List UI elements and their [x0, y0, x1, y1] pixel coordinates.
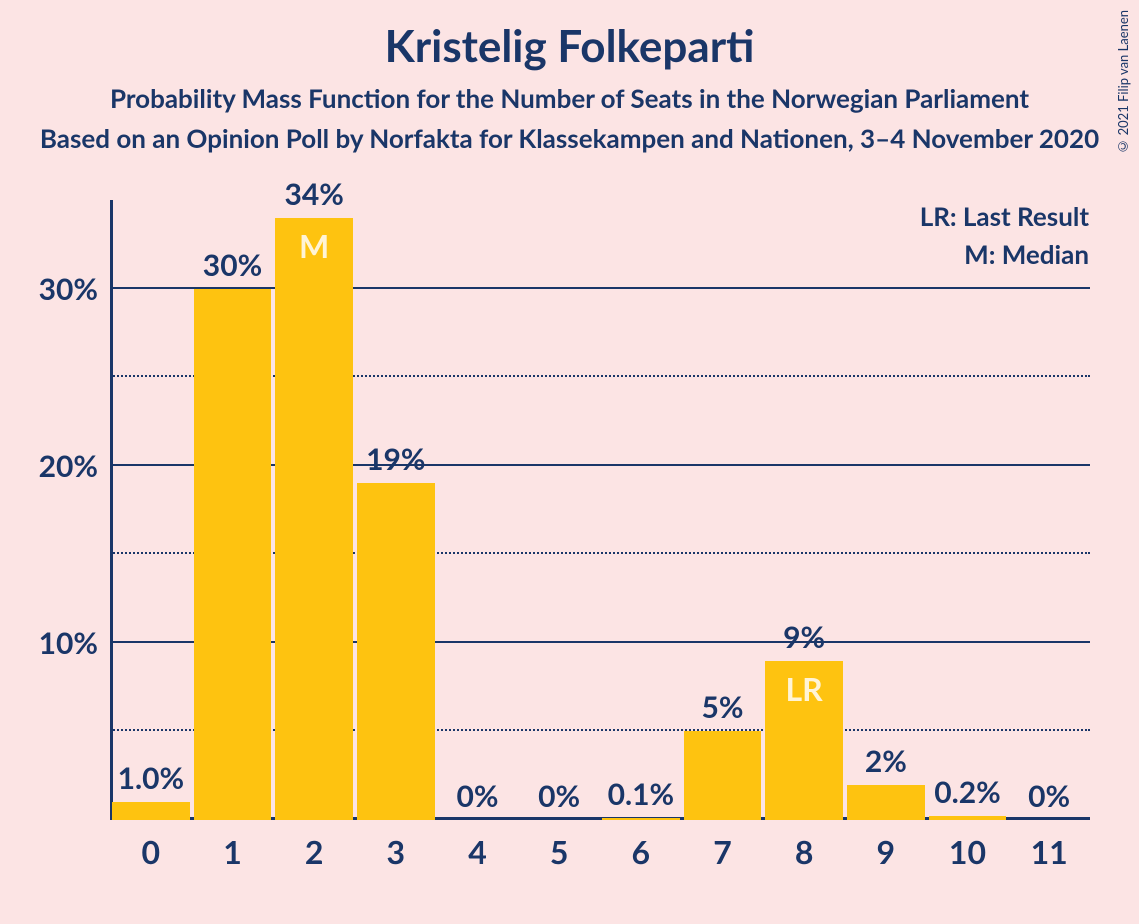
copyright-text: © 2021 Filip van Laenen [1115, 10, 1131, 155]
bar: 30% [194, 289, 272, 820]
bar-value-label: 0% [456, 778, 498, 814]
bar-value-label: 19% [366, 441, 425, 477]
bar-value-label: 0.2% [934, 774, 1001, 810]
chart-subtitle: Probability Mass Function for the Number… [0, 82, 1139, 114]
bar-value-label: 1.0% [118, 760, 185, 796]
bar: 19% [357, 483, 435, 820]
bar-slot: 0%5 [518, 200, 600, 820]
bar-slot: 1.0%0 [110, 200, 192, 820]
bar-value-label: 0% [538, 778, 580, 814]
bar: 0.2% [929, 816, 1007, 820]
x-tick-label: 0 [142, 832, 161, 871]
x-tick-label: 3 [387, 832, 406, 871]
x-tick-label: 4 [468, 832, 487, 871]
bar-slot: 0%4 [437, 200, 519, 820]
bar-slot: 5%7 [682, 200, 764, 820]
x-tick-label: 5 [550, 832, 569, 871]
bar: 5% [684, 731, 762, 820]
bar-value-label: 9% [783, 619, 825, 655]
x-tick-label: 7 [713, 832, 732, 871]
y-tick-label: 30% [39, 271, 98, 307]
bar-annotation: M [299, 226, 329, 265]
bar-slot: 0.1%6 [600, 200, 682, 820]
bar: 1.0% [112, 802, 190, 820]
x-tick-label: 8 [795, 832, 814, 871]
bar: 34%M [275, 218, 353, 820]
chart-title: Kristelig Folkeparti [0, 20, 1139, 72]
x-tick-label: 1 [223, 832, 242, 871]
bar-slot: 9%LR8 [763, 200, 845, 820]
bar-slot: 19%3 [355, 200, 437, 820]
y-tick-label: 20% [39, 448, 98, 484]
x-tick-label: 2 [305, 832, 324, 871]
chart-subtitle-2: Based on an Opinion Poll by Norfakta for… [0, 122, 1139, 154]
chart-area: 10%20%30%1.0%030%134%M219%30%40%50.1%65%… [110, 200, 1090, 820]
x-tick-label: 9 [877, 832, 896, 871]
bar-value-label: 5% [701, 689, 743, 725]
bar-slot: 2%9 [845, 200, 927, 820]
x-tick-label: 10 [949, 832, 986, 871]
bar-value-label: 2% [865, 743, 907, 779]
x-tick-label: 11 [1031, 832, 1068, 871]
bar-value-label: 0.1% [608, 776, 675, 812]
bars-container: 1.0%030%134%M219%30%40%50.1%65%79%LR82%9… [110, 200, 1090, 820]
bar-slot: 0%11 [1008, 200, 1090, 820]
bar: 2% [847, 785, 925, 820]
bar-value-label: 30% [203, 247, 262, 283]
bar-value-label: 34% [284, 176, 343, 212]
bar-slot: 34%M2 [273, 200, 355, 820]
bar-value-label: 0% [1028, 778, 1070, 814]
bar-annotation: LR [786, 669, 823, 708]
bar-slot: 30%1 [192, 200, 274, 820]
y-tick-label: 10% [39, 625, 98, 661]
bar: 9%LR [765, 661, 843, 820]
bar-slot: 0.2%10 [927, 200, 1009, 820]
x-tick-label: 6 [632, 832, 651, 871]
bar: 0.1% [602, 818, 680, 820]
